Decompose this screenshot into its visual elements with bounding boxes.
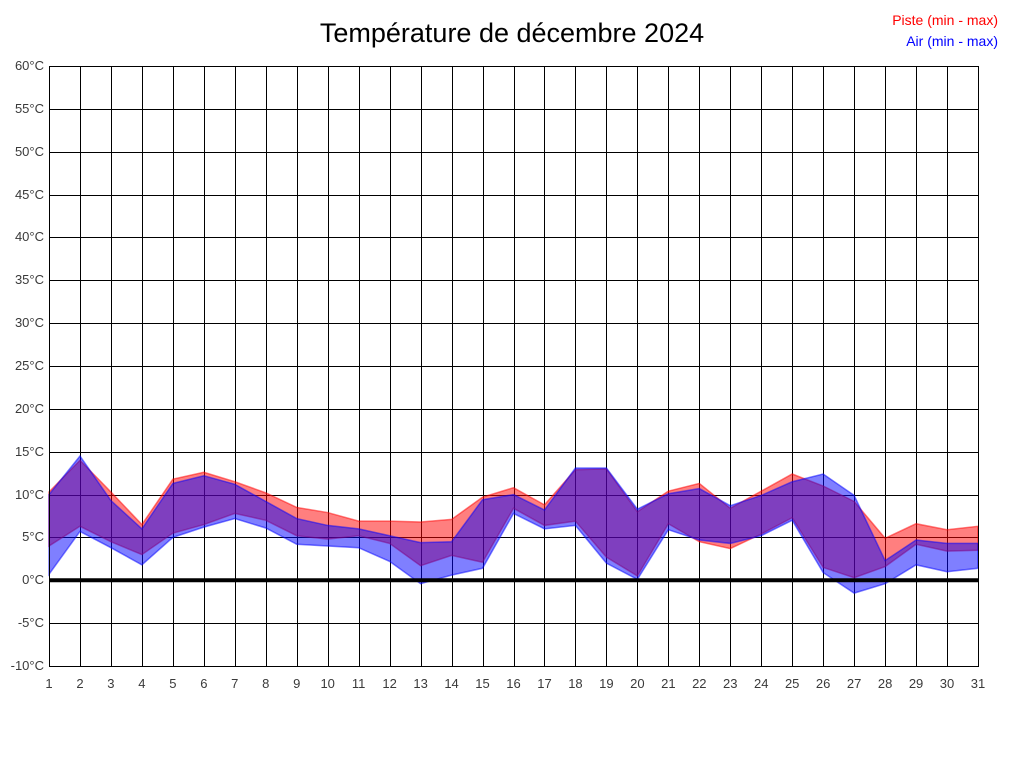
- x-tick-label: 22: [692, 676, 707, 691]
- y-tick-label: 60°C: [14, 58, 44, 73]
- x-tick-label: 12: [382, 676, 397, 691]
- x-tick-label: 23: [723, 676, 738, 691]
- y-tick-label: 35°C: [14, 272, 44, 288]
- x-tick-label: 5: [169, 676, 177, 691]
- plot-border: [49, 66, 979, 667]
- y-tick-label: -10°C: [10, 658, 44, 673]
- y-tick-label: 10°C: [14, 486, 44, 502]
- y-tick-label: 40°C: [14, 229, 44, 245]
- legend-piste-label: Piste (min - max): [892, 12, 998, 28]
- x-tick-label: 26: [815, 676, 831, 691]
- x-tick-label: 10: [320, 676, 335, 691]
- y-tick-label: 5°C: [22, 529, 44, 545]
- y-tick-label: 50°C: [14, 143, 44, 159]
- x-tick-label: 2: [76, 676, 84, 691]
- x-tick-label: 7: [231, 676, 239, 691]
- x-tick-label: 25: [784, 676, 800, 691]
- x-tick-label: 18: [568, 676, 583, 691]
- x-tick-label: 19: [599, 676, 614, 691]
- gridlines: [49, 66, 979, 667]
- y-tick-label: 0°C: [22, 572, 44, 588]
- legend: Piste (min - max) Air (min - max): [892, 10, 998, 52]
- chart-title: Température de décembre 2024: [319, 18, 705, 48]
- x-tick-label: 28: [877, 676, 893, 691]
- x-tick-label: 11: [351, 676, 366, 691]
- x-tick-label: 9: [293, 676, 301, 691]
- x-tick-label: 1: [45, 676, 53, 691]
- x-tick-label: 20: [630, 676, 645, 691]
- y-tick-label: 45°C: [14, 186, 44, 202]
- x-tick-label: 13: [413, 676, 428, 691]
- y-tick-label: 55°C: [14, 100, 44, 116]
- x-tick-label: 31: [970, 676, 986, 691]
- y-tick-label: 15°C: [14, 443, 44, 459]
- x-tick-label: 17: [537, 676, 552, 691]
- x-tick-label: 4: [138, 676, 146, 691]
- x-tick-label: 14: [444, 676, 459, 691]
- x-tick-label: 29: [908, 676, 924, 691]
- legend-air-label: Air (min - max): [906, 33, 998, 49]
- y-tick-label: 25°C: [14, 358, 44, 373]
- y-tick-label: 30°C: [14, 315, 44, 331]
- x-tick-label: 16: [506, 676, 521, 691]
- x-tick-label: 27: [846, 676, 862, 691]
- y-tick-label: -5°C: [17, 615, 44, 631]
- x-tick-label: 8: [262, 676, 270, 691]
- y-tick-label: 20°C: [14, 400, 44, 416]
- x-tick-label: 15: [475, 676, 490, 691]
- x-tick-label: 21: [661, 676, 676, 691]
- x-tick-label: 24: [753, 676, 769, 691]
- x-tick-label: 3: [107, 676, 115, 691]
- x-tick-label: 30: [939, 676, 955, 691]
- x-tick-label: 6: [200, 676, 208, 691]
